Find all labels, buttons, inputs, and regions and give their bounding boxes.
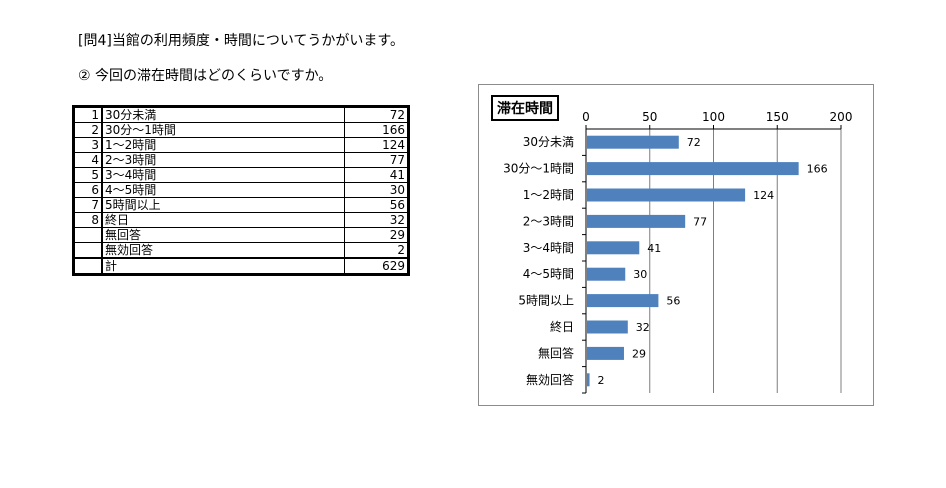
row-value: 56 <box>344 197 409 213</box>
row-value: 41 <box>344 167 409 183</box>
row-label: 30分未満 <box>101 106 345 123</box>
row-value: 72 <box>344 106 409 123</box>
chart-title: 滞在時間 <box>491 95 559 121</box>
category-label: 無回答 <box>538 345 574 360</box>
table-row: 5 3～4時間 41 <box>73 167 409 183</box>
x-tick-label: 200 <box>830 110 853 124</box>
row-value: 30 <box>344 182 409 198</box>
bar <box>587 346 624 360</box>
question-subtitle: ② 今回の滞在時間はどのくらいですか。 <box>78 68 333 84</box>
x-tick-label: 150 <box>766 110 789 124</box>
table-row: 1 30分未満 72 <box>73 106 409 123</box>
category-label: 終日 <box>550 319 574 334</box>
row-number: 7 <box>73 197 103 213</box>
row-label: 30分～1時間 <box>101 122 345 138</box>
row-value: 32 <box>344 212 409 228</box>
total-value: 629 <box>344 257 409 275</box>
table-row: 無回答 29 <box>73 227 409 243</box>
table-row: 8 終日 32 <box>73 212 409 228</box>
table-row: 4 2～3時間 77 <box>73 152 409 168</box>
bar <box>587 214 686 228</box>
category-label: 1～2時間 <box>523 188 574 202</box>
row-value: 29 <box>344 227 409 243</box>
category-label: 30分未満 <box>523 135 574 149</box>
bar-chart: 0 50 100 150 200 30分未満 72 30分～1時間 166 1～2時間 124 2～3… <box>503 110 853 394</box>
question-title: [問4]当館の利用頻度・時間についてうかがいます。 <box>78 33 405 49</box>
x-tick-label: 50 <box>642 110 657 124</box>
data-label: 2 <box>598 374 605 387</box>
row-value: 166 <box>344 122 409 138</box>
row-label: 5時間以上 <box>101 197 345 213</box>
x-tick-label: 0 <box>582 110 590 124</box>
row-label: 3～4時間 <box>101 167 345 183</box>
row-label: 4～5時間 <box>101 182 345 198</box>
table-row: 3 1～2時間 124 <box>73 137 409 153</box>
bar <box>587 188 746 202</box>
row-number: 4 <box>73 152 103 168</box>
table-row: 無効回答 2 <box>73 242 409 259</box>
data-label: 29 <box>632 347 646 360</box>
row-number <box>73 227 103 243</box>
category-label: 無効回答 <box>526 372 574 387</box>
bar <box>587 162 799 176</box>
data-label: 32 <box>636 321 650 334</box>
category-label: 2～3時間 <box>523 214 574 228</box>
row-value: 77 <box>344 152 409 168</box>
total-label: 計 <box>101 257 345 275</box>
chart-frame: 0 50 100 150 200 30分未満 72 30分～1時間 166 1～2時間 124 2～3… <box>478 84 874 406</box>
data-label: 30 <box>633 268 647 281</box>
bar <box>587 241 640 255</box>
row-number: 5 <box>73 167 103 183</box>
row-number: 2 <box>73 122 103 138</box>
row-label: 1～2時間 <box>101 137 345 153</box>
row-number: 8 <box>73 212 103 228</box>
data-label: 56 <box>666 295 680 308</box>
category-label: 4～5時間 <box>523 267 574 281</box>
row-number: 3 <box>73 137 103 153</box>
data-label: 41 <box>647 242 661 255</box>
table-total-row: 計 629 <box>73 257 409 275</box>
total-number-cell <box>73 257 103 275</box>
category-label: 30分～1時間 <box>503 162 574 176</box>
bar <box>587 267 626 281</box>
data-label: 166 <box>807 163 828 176</box>
row-number: 1 <box>73 106 103 123</box>
row-number <box>73 242 103 259</box>
x-tick-label: 100 <box>702 110 725 124</box>
table-row: 6 4～5時間 30 <box>73 182 409 198</box>
row-label: 2～3時間 <box>101 152 345 168</box>
category-label: 5時間以上 <box>518 294 574 308</box>
bar <box>587 135 679 149</box>
row-label: 無効回答 <box>101 242 345 259</box>
row-value: 124 <box>344 137 409 153</box>
row-label: 無回答 <box>101 227 345 243</box>
row-number: 6 <box>73 182 103 198</box>
table-row: 7 5時間以上 56 <box>73 197 409 213</box>
category-label: 3～4時間 <box>523 241 574 255</box>
data-label: 77 <box>693 215 707 228</box>
bar <box>587 320 628 334</box>
row-label: 終日 <box>101 212 345 228</box>
bar <box>587 294 659 308</box>
bar <box>587 373 590 387</box>
table-row: 2 30分～1時間 166 <box>73 122 409 138</box>
frequency-table: 1 30分未満 72 2 30分～1時間 166 3 1～2時間 124 4 2～3時間 77 5 3～4… <box>72 105 410 276</box>
row-value: 2 <box>344 242 409 259</box>
data-label: 124 <box>753 189 774 202</box>
data-label: 72 <box>687 136 701 149</box>
